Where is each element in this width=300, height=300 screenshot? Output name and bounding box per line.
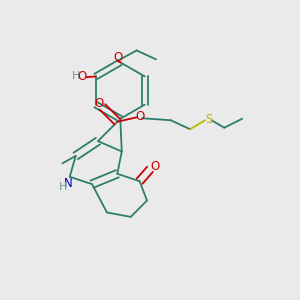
Text: O: O [136, 110, 145, 123]
Text: O: O [151, 160, 160, 173]
Text: O: O [94, 98, 104, 110]
Text: N: N [64, 177, 73, 190]
Text: H: H [71, 71, 80, 81]
Text: H: H [59, 182, 68, 192]
Text: S: S [205, 113, 212, 126]
Text: O: O [78, 70, 87, 83]
Text: O: O [114, 51, 123, 64]
